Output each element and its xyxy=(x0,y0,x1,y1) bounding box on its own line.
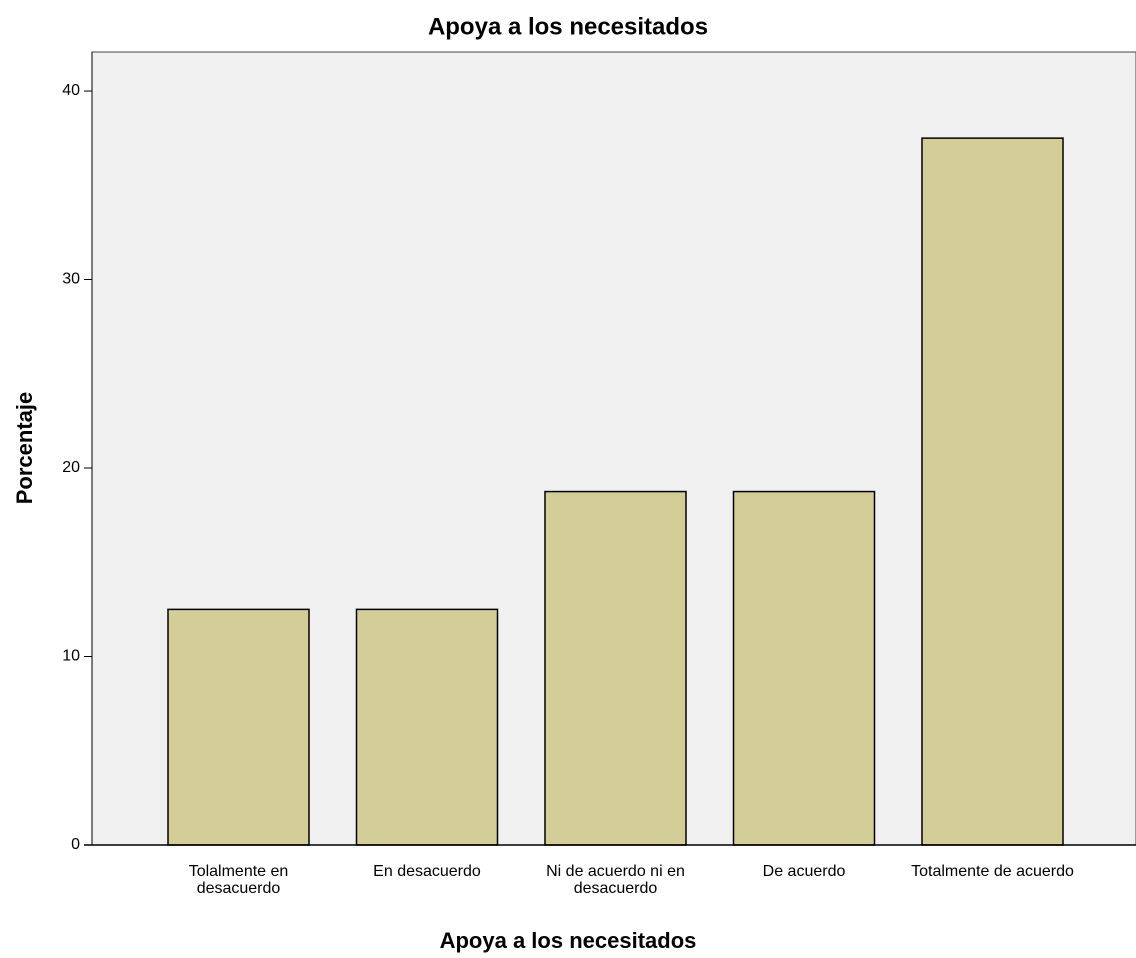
x-tick-label: Ni de acuerdo ni en desacuerdo xyxy=(546,863,685,897)
y-tick-label: 30 xyxy=(62,271,80,288)
x-tick-label: En desacuerdo xyxy=(373,863,481,880)
bar xyxy=(167,608,310,846)
x-axis-label: Apoya a los necesitados xyxy=(440,928,697,953)
chart-title: Apoya a los necesitados xyxy=(428,13,708,40)
y-tick-label: 0 xyxy=(71,836,80,853)
bar xyxy=(355,608,499,846)
y-tick-label: 20 xyxy=(62,459,80,476)
y-axis-label: Porcentaje xyxy=(12,392,37,505)
x-tick-label: De acuerdo xyxy=(762,863,846,880)
bar xyxy=(544,490,687,846)
bar xyxy=(732,490,876,846)
y-tick-label: 40 xyxy=(62,82,80,99)
x-tick-label: Tolalmente en desacuerdo xyxy=(188,863,289,897)
x-tick-label: Totalmente de acuerdo xyxy=(911,863,1074,880)
bar xyxy=(921,137,1064,846)
y-tick-label: 10 xyxy=(62,648,80,665)
